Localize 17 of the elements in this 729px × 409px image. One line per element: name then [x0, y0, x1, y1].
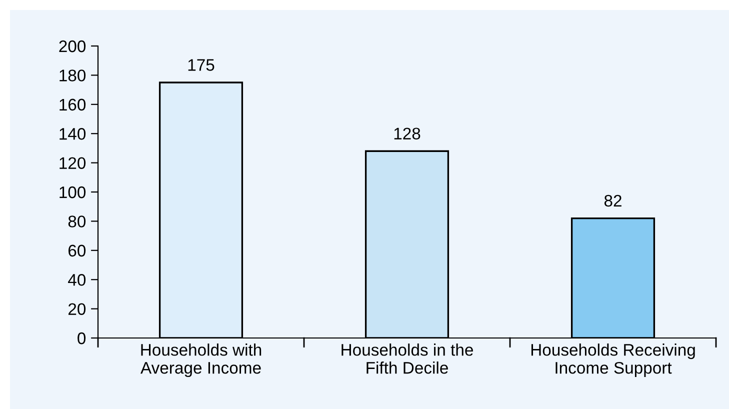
y-tick-label: 120 [60, 157, 86, 170]
y-tick-label: 140 [60, 128, 86, 140]
y-tick-label: 160 [60, 98, 86, 111]
y-tick-label: 60 [68, 244, 86, 257]
x-tick-label: Households Receiving Income Support [531, 344, 695, 378]
data-label: 128 [394, 128, 420, 140]
y-tick-label: 0 [78, 332, 86, 344]
y-tick-label: 200 [59, 40, 86, 52]
x-tick-label: Households in the Fifth Decile [342, 344, 473, 374]
y-tick-label: 80 [68, 216, 86, 228]
y-tick-label: 100 [60, 186, 86, 198]
y-tick-label: 20 [68, 303, 86, 316]
y-tick-label: 40 [68, 274, 86, 286]
x-tick-label: Households with Average Income [140, 344, 262, 378]
data-label: 82 [604, 194, 622, 207]
data-label: 175 [188, 59, 214, 71]
y-tick-label: 180 [60, 70, 86, 82]
